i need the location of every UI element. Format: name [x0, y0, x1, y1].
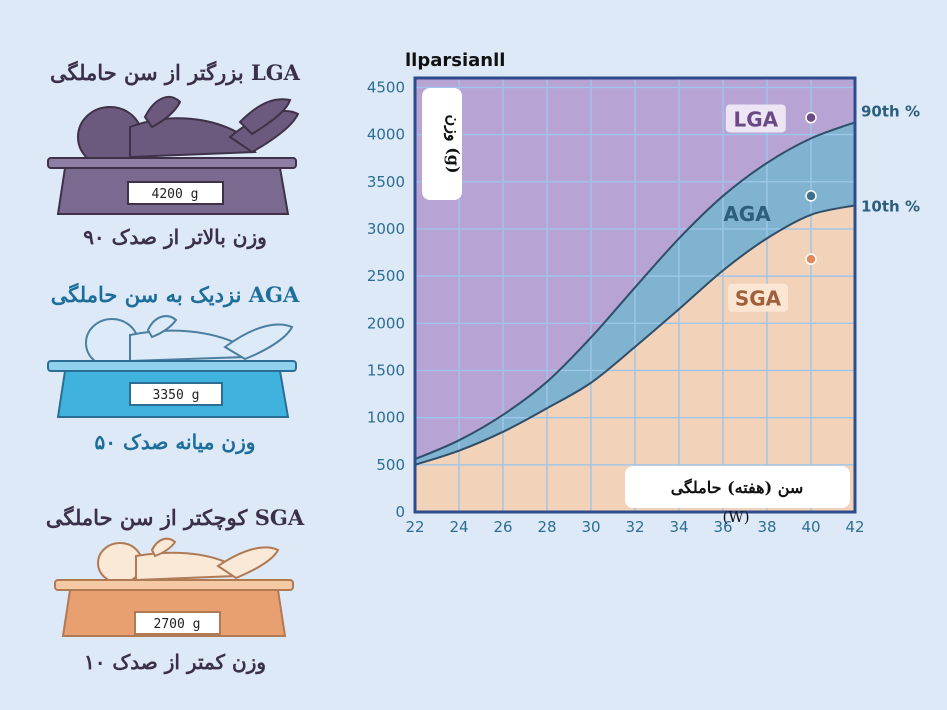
x-tick-label: 34 — [669, 518, 688, 536]
series-label-p10: 10th % — [861, 197, 920, 215]
series-line-p10 — [414, 204, 856, 466]
region-label-box-lga — [725, 104, 786, 133]
y-axis-label: وزن (g) — [443, 114, 463, 173]
plot-frame — [413, 76, 857, 514]
aga-baby-icon — [85, 315, 294, 368]
x-tick-label: 30 — [581, 518, 600, 536]
y-tick-label: 4500 — [367, 78, 405, 96]
aga-scale-reading: 3350 g — [153, 388, 200, 403]
x-tick-label: 42 — [845, 518, 864, 536]
y-tick-label: 1500 — [367, 361, 405, 379]
lga-scale-reading: 4200 g — [152, 187, 199, 202]
sga-title: کوچکتر از سن حاملگی SGA — [45, 505, 305, 530]
sga-scale-reading: 2700 g — [154, 617, 201, 632]
chart-tick-labels: 22 24 26 28 30 32 34 36 38 40 42 0 500 1000 1500 2000 25… — [367, 78, 865, 536]
lga-baby-icon — [77, 96, 300, 168]
chart-curves — [413, 76, 857, 514]
sga-baby-icon — [97, 537, 280, 584]
x-tick-label: 22 — [405, 518, 424, 536]
y-tick-label: 0 — [395, 503, 405, 521]
y-tick-label: 3500 — [367, 173, 405, 191]
x-tick-label: 36 — [713, 518, 732, 536]
data-point — [805, 111, 817, 124]
lga-baby-on-scale-illustration: 4200 g — [47, 96, 300, 215]
y-tick-label: 500 — [376, 456, 405, 474]
region-label-lga: LGA — [733, 107, 778, 131]
x-tick-label: 26 — [493, 518, 512, 536]
series-line-p90 — [414, 121, 856, 461]
y-tick-label: 1000 — [367, 409, 405, 427]
region-label-aga: AGA — [723, 202, 771, 226]
sga-baby-on-scale-illustration: 2700 g — [54, 537, 294, 637]
lga-title: بزرگتر از سن حاملگی LGA — [50, 60, 300, 85]
y-tick-label: 3000 — [367, 220, 405, 238]
y-tick-label: 2000 — [367, 314, 405, 332]
sga-caption: وزن کمتر از صدک ۱۰ — [83, 650, 267, 674]
x-axis-unit: (W) — [722, 508, 749, 526]
data-point — [805, 190, 817, 202]
data-point — [805, 253, 817, 265]
y-tick-label: 2500 — [367, 267, 405, 285]
x-tick-label: 38 — [757, 518, 776, 536]
aga-title: نزدیک به سن حاملگی AGA — [50, 282, 300, 307]
region-label-sga: SGA — [735, 287, 782, 311]
x-tick-label: 28 — [537, 518, 556, 536]
lga-caption: وزن بالاتر از صدک ۹۰ — [83, 225, 267, 249]
x-tick-label: 24 — [449, 518, 468, 536]
x-axis-label: سن (هفته) حاملگی — [671, 478, 804, 498]
chart-annotations: وزن (g) سن (هفته) حاملگی (W) LGA AGA SGA 10th … — [422, 88, 920, 526]
aga-baby-on-scale-illustration: 3350 g — [47, 315, 297, 418]
y-axis-label-box — [422, 88, 462, 200]
brand-watermark: llparsianll — [405, 50, 506, 71]
region-label-box-sga — [728, 283, 788, 312]
y-tick-label: 4000 — [367, 126, 405, 144]
x-tick-label: 40 — [801, 518, 820, 536]
series-label-p90: 90th % — [861, 102, 920, 120]
x-tick-label: 32 — [625, 518, 644, 536]
aga-caption: وزن میانه صدک ۵۰ — [94, 430, 256, 454]
growth-chart: 22 24 26 28 30 32 34 36 38 40 42 0 500 1000 1500 2000 25… — [367, 76, 920, 536]
x-axis-label-box — [625, 466, 850, 508]
